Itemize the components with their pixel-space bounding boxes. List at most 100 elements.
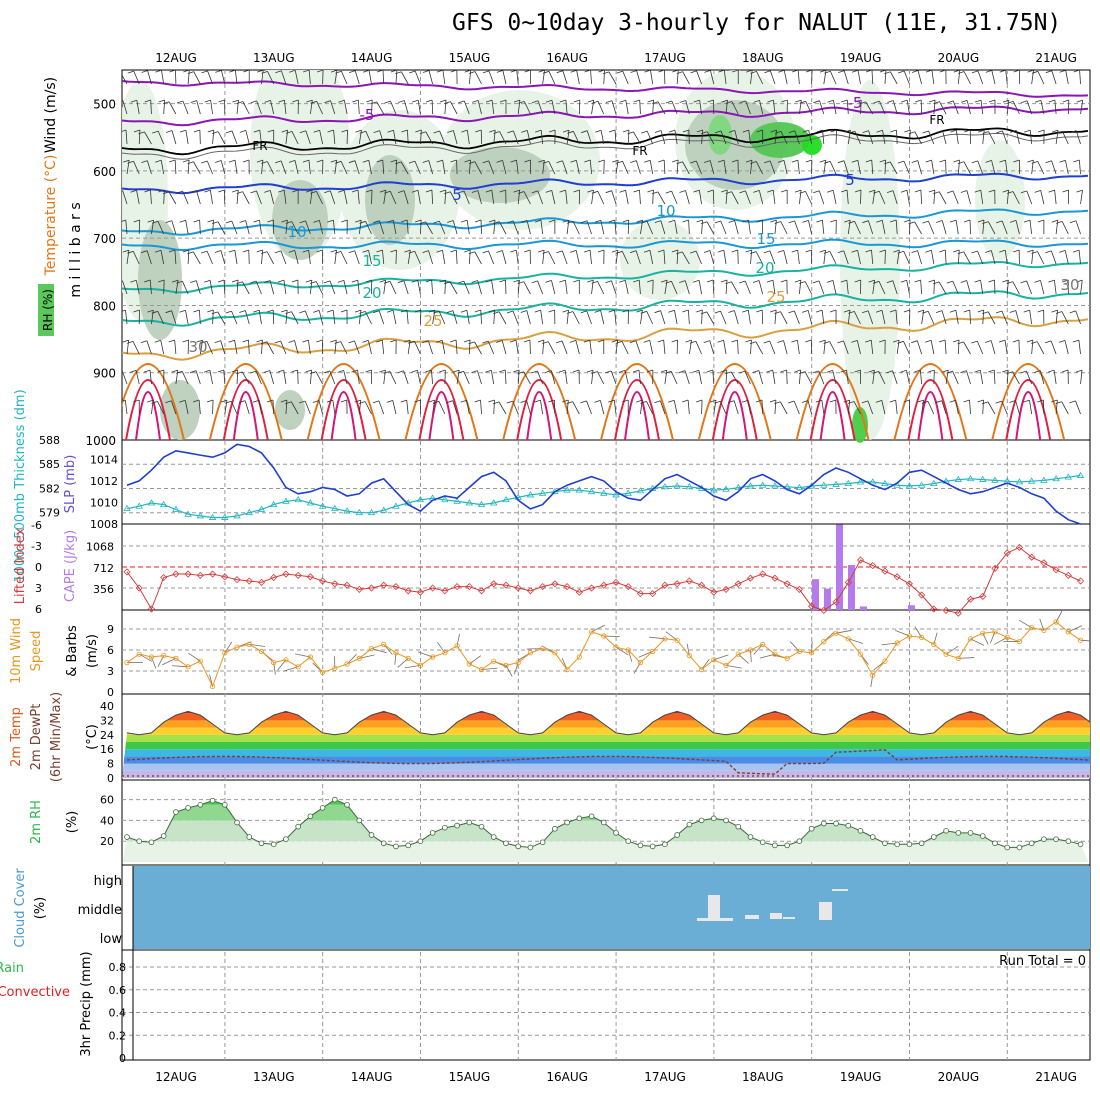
wind-barb <box>783 340 788 355</box>
wind-barb <box>1061 311 1069 325</box>
wind-barb <box>125 310 128 325</box>
wind-barb <box>261 340 263 355</box>
wind-barb <box>163 189 165 205</box>
wind-barb-flag <box>211 221 219 225</box>
wind-barb-flag <box>239 220 246 223</box>
wind-barb-flag <box>660 369 667 373</box>
wind-barb <box>561 250 568 265</box>
wind-barb <box>846 280 849 295</box>
wind-barb-flag <box>718 70 725 73</box>
wind-barb-flag <box>641 130 648 134</box>
wind-barb-flag <box>204 189 211 193</box>
rh-shade <box>685 100 785 190</box>
wind-barb-flag <box>144 279 151 283</box>
wind-barb-flag <box>386 309 394 313</box>
wind-barb <box>198 400 201 415</box>
wind-barb <box>769 250 776 265</box>
rh-shade <box>272 180 328 260</box>
wind-barb-flag <box>409 70 416 74</box>
wind-barb-flag <box>701 131 708 135</box>
rh-point <box>1077 841 1084 848</box>
wind-barb <box>797 70 800 85</box>
wind-barb-flag <box>123 159 130 163</box>
wind-barb <box>474 251 482 265</box>
wind-speed-point <box>381 641 387 648</box>
wind-barb-flag <box>225 220 232 224</box>
wind-barb-flag <box>960 370 967 373</box>
lifted-index-point <box>1028 553 1036 561</box>
wind-barb-flag <box>774 311 781 315</box>
wind-barb-flag <box>140 340 148 344</box>
wind-barb-flag <box>799 281 806 284</box>
wind-barb-flag <box>605 190 612 194</box>
wind-barb-flag <box>792 70 799 73</box>
wind-barb-flag <box>1062 99 1069 103</box>
wind-barb <box>881 310 886 325</box>
wind-barb-flag <box>636 219 643 223</box>
wind-barb-flag <box>859 101 866 105</box>
thickness-point <box>722 485 730 492</box>
wind-barb-flag <box>679 190 686 193</box>
wind-barb <box>309 190 313 205</box>
wind-barb <box>417 190 421 205</box>
wind-barb <box>890 71 898 85</box>
boundary-layer-contour <box>208 363 283 441</box>
wind-barb <box>242 191 250 205</box>
wind-barb <box>266 341 275 355</box>
wind-barb <box>343 190 348 205</box>
wind-barb-flag <box>693 99 700 103</box>
wind-barb <box>547 341 556 355</box>
lifted-index-point <box>587 584 596 592</box>
thickness-point <box>624 489 632 496</box>
wind-barb <box>941 310 947 325</box>
wind-barb <box>613 400 617 415</box>
wind-barb-flag <box>763 340 770 344</box>
surface-wind-barb <box>958 657 975 659</box>
slp-tick-label: 1012 <box>90 475 118 488</box>
wind-barb <box>146 160 152 175</box>
wind-barb-flag <box>327 129 334 133</box>
rh-legend-swatch <box>38 284 54 336</box>
wind-barb <box>395 70 398 85</box>
rh-point <box>564 819 570 826</box>
wind-barb-flag <box>752 280 760 283</box>
lifted-index-point <box>392 583 400 591</box>
wind-barb-flag <box>939 159 946 163</box>
wind-barb <box>221 70 226 85</box>
wind-barb-flag <box>890 219 897 223</box>
wind-barb <box>487 340 495 355</box>
boundary-layer-contour <box>232 391 259 441</box>
wind-speed-point <box>478 666 485 673</box>
wind-barb-flag <box>517 371 524 375</box>
wind-barb-flag <box>162 191 170 195</box>
wind-barb <box>499 131 507 145</box>
lifted-index-point <box>331 580 339 588</box>
wind-barb <box>1029 400 1033 415</box>
wind-barb-flag <box>647 279 654 283</box>
wind-barb <box>1054 100 1057 115</box>
wind-barb-flag <box>261 251 268 255</box>
wind-barb <box>517 190 521 205</box>
thickness-point <box>673 482 681 489</box>
wind-barb <box>132 341 140 355</box>
wind-barb-flag <box>415 129 422 133</box>
wind-barb-flag <box>370 101 377 105</box>
wind-barb-flag <box>946 190 954 194</box>
wind-barb-flag <box>334 251 342 254</box>
wind-barb <box>660 130 666 145</box>
wind-barb <box>966 370 971 385</box>
wind-barb <box>758 370 764 385</box>
wind-barb <box>149 370 152 385</box>
wind-barb-flag <box>352 99 359 103</box>
wind-barb-flag <box>1076 279 1083 283</box>
rh-point <box>515 843 521 850</box>
thickness-point <box>221 513 229 520</box>
wind-barb <box>383 370 386 385</box>
temperature-band <box>122 749 1090 757</box>
wind-barb-flag <box>816 129 823 133</box>
wind-barb <box>804 371 812 385</box>
lifted-index-point <box>209 570 217 578</box>
thickness-tick-label: 582 <box>39 482 60 495</box>
lifted-index-point <box>1076 577 1085 585</box>
wind-barb <box>269 190 275 205</box>
